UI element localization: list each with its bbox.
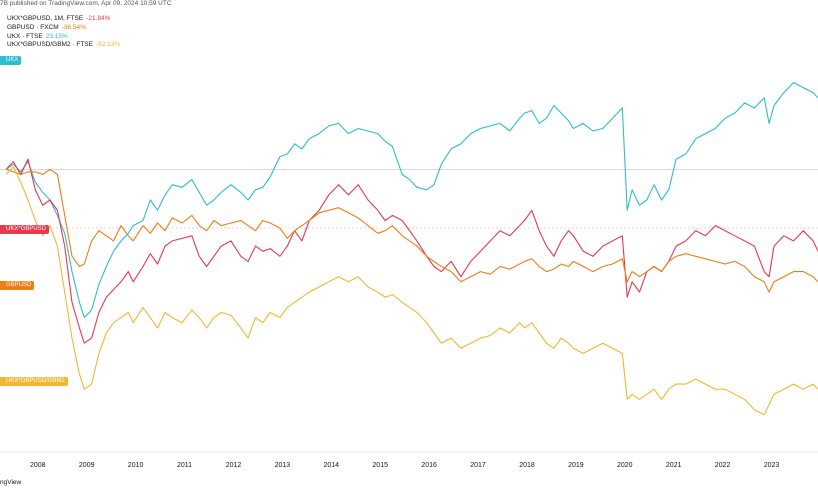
x-tick-label: 2010 bbox=[128, 462, 144, 469]
series-line-0 bbox=[5, 81, 818, 319]
price-tag-ukx-gbpusd: UKX*GBPUSD bbox=[0, 225, 50, 234]
x-tick-label: 2013 bbox=[275, 462, 291, 469]
series-line-3 bbox=[5, 166, 818, 416]
x-tick-label: 2015 bbox=[372, 462, 388, 469]
series-layer bbox=[5, 81, 818, 416]
tradingview-watermark: ngView bbox=[0, 479, 22, 486]
series-line-1 bbox=[5, 158, 818, 344]
x-tick-label: 2023 bbox=[764, 462, 780, 469]
time-axis-labels: 2008 2009 2010 2011 2012 2013 2014 2015 2016 2017… bbox=[30, 462, 779, 469]
legend-name: UKX*GBPUSD/GBM2 · FTSE bbox=[7, 41, 93, 49]
price-tag-ukx-gbpusd-gbm2: UKX*GBPUSD/GBM2 bbox=[0, 377, 68, 386]
x-tick-label: 2012 bbox=[226, 462, 242, 469]
legend: UKX*GBPUSD, 1M, FTSE -21.84% GBPUSD · FXC… bbox=[7, 15, 120, 50]
x-tick-label: 2022 bbox=[715, 462, 731, 469]
x-tick-label: 2016 bbox=[421, 462, 437, 469]
publish-header: 7B published on TradingView.com, Apr 09,… bbox=[0, 0, 172, 7]
legend-item-ukx-gbpusd-gbm2[interactable]: UKX*GBPUSD/GBM2 · FTSE -62.13% bbox=[7, 41, 120, 50]
x-tick-label: 2009 bbox=[79, 462, 95, 469]
x-tick-label: 2008 bbox=[30, 462, 46, 469]
legend-change: -21.84% bbox=[86, 15, 111, 22]
legend-name: UKX*GBPUSD, 1M, FTSE bbox=[7, 15, 84, 22]
price-tag-gbpusd: GBPUSD bbox=[0, 281, 35, 290]
legend-name: GBPUSD · FXCM bbox=[7, 23, 59, 31]
x-tick-label: 2018 bbox=[519, 462, 535, 469]
x-tick-label: 2021 bbox=[666, 462, 682, 469]
x-tick-label: 2017 bbox=[470, 462, 486, 469]
x-tick-label: 2011 bbox=[177, 462, 192, 469]
x-tick-label: 2020 bbox=[617, 462, 633, 469]
legend-item-gbpusd[interactable]: GBPUSD · FXCM -36.54% bbox=[7, 24, 120, 33]
x-tick-label: 2019 bbox=[568, 462, 584, 469]
series-line-2 bbox=[5, 168, 818, 293]
legend-item-ukx-gbpusd[interactable]: UKX*GBPUSD, 1M, FTSE -21.84% bbox=[7, 15, 120, 24]
legend-name: UKX · FTSE bbox=[7, 32, 43, 40]
price-tag-ukx: UKX bbox=[0, 56, 22, 65]
legend-change: -62.13% bbox=[95, 41, 121, 49]
legend-item-ukx[interactable]: UKX · FTSE 23.15% bbox=[7, 33, 120, 42]
legend-change: -36.54% bbox=[61, 23, 86, 31]
legend-change: 23.15% bbox=[45, 32, 68, 40]
x-tick-label: 2014 bbox=[324, 462, 340, 469]
